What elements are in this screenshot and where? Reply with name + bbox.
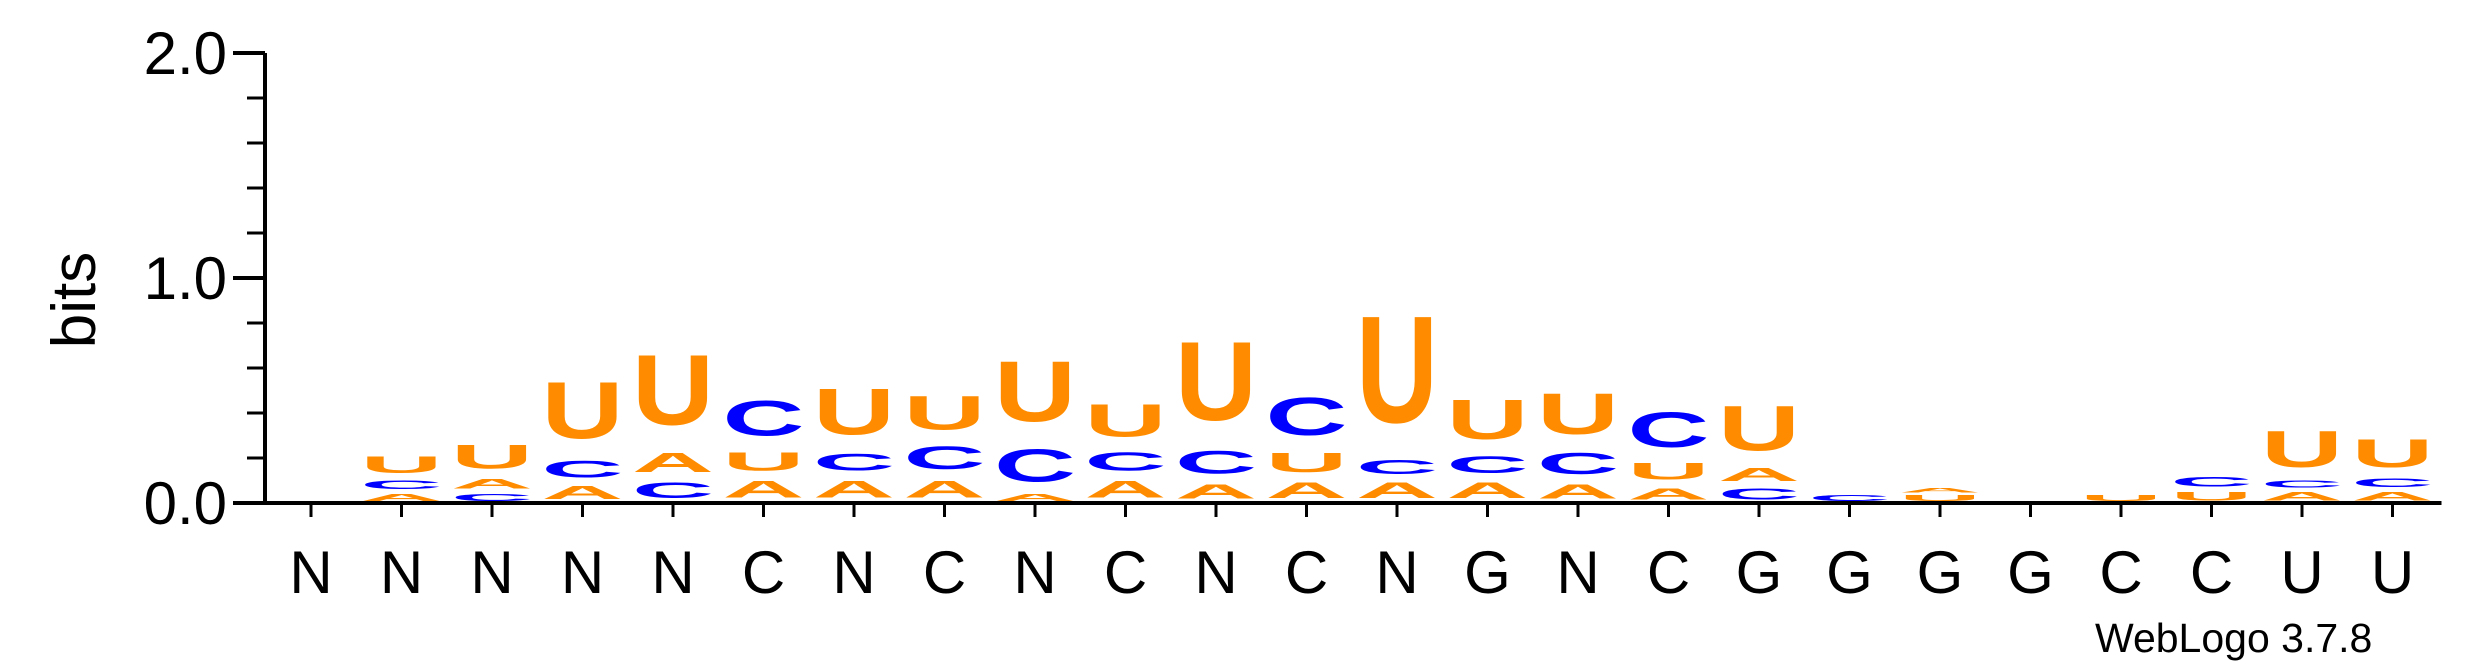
logo-letter-U: U bbox=[451, 438, 533, 476]
y-axis-label: bits bbox=[40, 252, 109, 348]
x-tick-label: C bbox=[2190, 539, 2233, 606]
plot-area: ACUCAUACUCAUAUCACUACUACUACUACUAUCACUACUA… bbox=[361, 284, 2434, 503]
logo-letter-A: A bbox=[361, 492, 443, 503]
x-tick-label: N bbox=[1194, 539, 1237, 606]
weblogo-credit: WebLogo 3.7.8 bbox=[2095, 615, 2372, 661]
logo-letter-C: C bbox=[1718, 485, 1800, 503]
logo-letter-C: C bbox=[2352, 476, 2434, 489]
logo-letter-U: U bbox=[1447, 388, 1529, 451]
logo-letter-U: U bbox=[542, 365, 624, 455]
logo-letter-A: A bbox=[813, 476, 895, 503]
x-tick-label: U bbox=[2280, 539, 2323, 606]
logo-letter-U: U bbox=[1718, 392, 1800, 464]
x-tick-label: C bbox=[742, 539, 785, 606]
logo-letter-A: A bbox=[2352, 490, 2434, 503]
x-tick-label: U bbox=[2371, 539, 2414, 606]
logo-letter-A: A bbox=[542, 483, 624, 503]
logo-letter-C: C bbox=[2171, 474, 2253, 490]
logo-letter-C: C bbox=[542, 456, 624, 483]
logo-letter-U: U bbox=[723, 447, 805, 476]
x-tick-label: N bbox=[651, 539, 694, 606]
x-tick-label: N bbox=[380, 539, 423, 606]
logo-letter-C: C bbox=[1628, 402, 1710, 458]
logo-letter-A: A bbox=[632, 447, 714, 479]
logo-letter-A: A bbox=[451, 476, 533, 492]
logo-letter-A: A bbox=[994, 492, 1076, 503]
logo-letter-U: U bbox=[1085, 396, 1167, 447]
logo-letter-A: A bbox=[1718, 465, 1800, 485]
x-tick-label: N bbox=[470, 539, 513, 606]
x-tick-label: C bbox=[1285, 539, 1328, 606]
logo-letter-U: U bbox=[813, 375, 895, 449]
logo-letter-U: U bbox=[361, 452, 443, 479]
logo-letter-C: C bbox=[2261, 478, 2343, 489]
logo-letter-U: U bbox=[1356, 284, 1438, 455]
x-tick-label: N bbox=[289, 539, 332, 606]
logo-letter-U: U bbox=[1899, 494, 1981, 503]
x-tick-label: C bbox=[923, 539, 966, 606]
logo-letter-U: U bbox=[1537, 382, 1619, 447]
x-tick-label: N bbox=[1375, 539, 1418, 606]
y-axis: 0.0 1.0 2.0 bbox=[144, 20, 2442, 537]
logo-letter-C: C bbox=[451, 492, 533, 503]
logo-letter-C: C bbox=[632, 478, 714, 503]
logo-letter-U: U bbox=[632, 334, 714, 446]
logo-letter-U: U bbox=[1266, 447, 1348, 479]
logo-letter-U: U bbox=[2261, 419, 2343, 478]
logo-letter-A: A bbox=[723, 476, 805, 503]
logo-letter-U: U bbox=[994, 344, 1076, 440]
logo-letter-C: C bbox=[1537, 447, 1619, 481]
x-tick-label: N bbox=[1013, 539, 1056, 606]
logo-letter-U: U bbox=[1628, 458, 1710, 485]
x-tick-label: N bbox=[561, 539, 604, 606]
logo-letter-C: C bbox=[1266, 385, 1348, 446]
logo-letter-U: U bbox=[2352, 431, 2434, 476]
logo-letter-C: C bbox=[1085, 447, 1167, 476]
logo-letter-A: A bbox=[1266, 478, 1348, 503]
logo-letter-C: C bbox=[1809, 494, 1891, 503]
x-tick-label: G bbox=[1736, 539, 1783, 606]
logo-letter-C: C bbox=[361, 478, 443, 491]
x-tick-label: N bbox=[832, 539, 875, 606]
logo-letter-A: A bbox=[1085, 476, 1167, 503]
logo-letter-A: A bbox=[1899, 487, 1981, 494]
logo-letter-U: U bbox=[1175, 318, 1257, 443]
logo-letter-C: C bbox=[723, 391, 805, 447]
logo-letter-C: C bbox=[813, 449, 895, 476]
logo-letter-A: A bbox=[1356, 478, 1438, 503]
logo-letter-U: U bbox=[2080, 494, 2162, 503]
x-tick-label: G bbox=[2007, 539, 2054, 606]
logo-letter-A: A bbox=[1447, 478, 1529, 503]
logo-letter-U: U bbox=[2171, 490, 2253, 503]
logo-letter-A: A bbox=[2261, 490, 2343, 503]
logo-letter-C: C bbox=[994, 441, 1076, 492]
logo-letter-C: C bbox=[904, 440, 986, 476]
x-tick-label: G bbox=[1826, 539, 1873, 606]
y-tick-label: 2.0 bbox=[144, 20, 227, 87]
logo-letter-A: A bbox=[904, 476, 986, 503]
logo-letter-C: C bbox=[1356, 456, 1438, 478]
logo-letter-A: A bbox=[1175, 481, 1257, 503]
x-tick-label: G bbox=[1917, 539, 1964, 606]
logo-letter-A: A bbox=[1628, 485, 1710, 503]
logo-letter-A: A bbox=[1537, 481, 1619, 503]
x-tick-label: C bbox=[1647, 539, 1690, 606]
y-tick-label: 0.0 bbox=[144, 470, 227, 537]
logo-letter-U: U bbox=[904, 386, 986, 440]
x-tick-label: G bbox=[1464, 539, 1511, 606]
x-tick-label: C bbox=[1104, 539, 1147, 606]
logo-letter-C: C bbox=[1175, 444, 1257, 480]
x-tick-label: N bbox=[1556, 539, 1599, 606]
y-tick-label: 1.0 bbox=[144, 245, 227, 312]
x-tick-label: C bbox=[2099, 539, 2142, 606]
logo-letter-C: C bbox=[1447, 452, 1529, 479]
